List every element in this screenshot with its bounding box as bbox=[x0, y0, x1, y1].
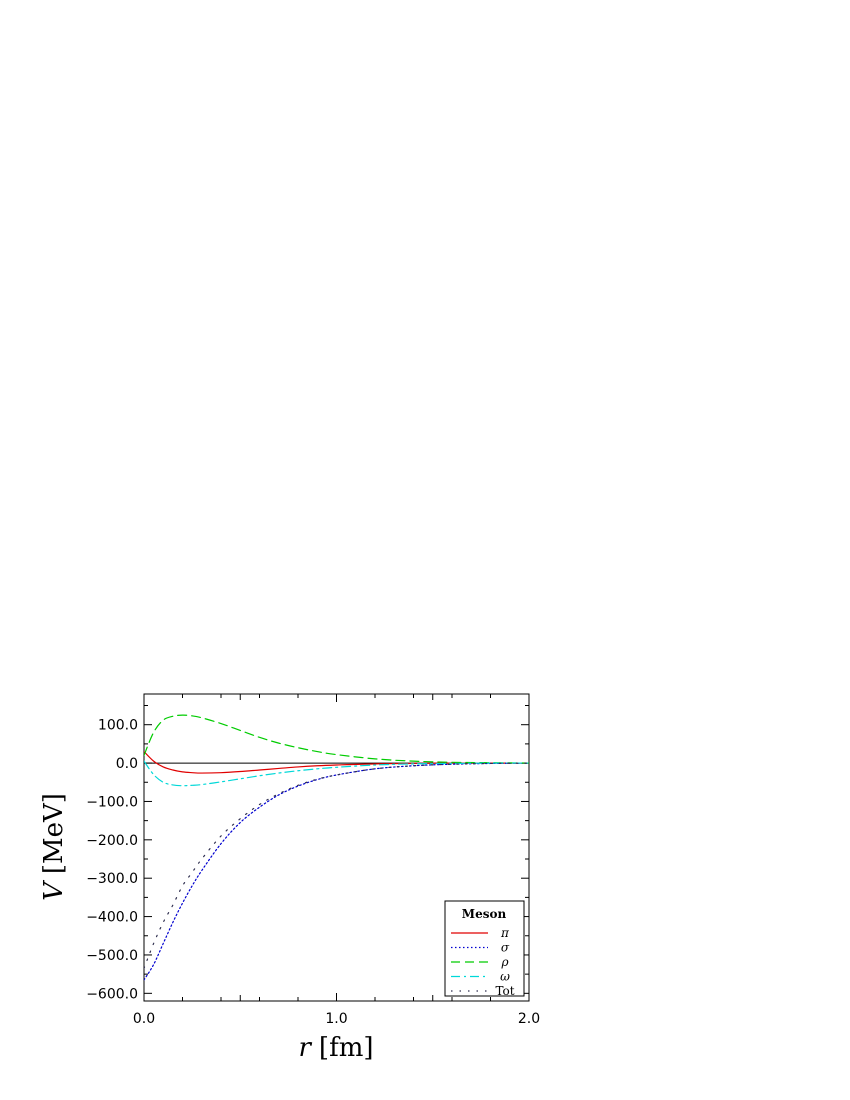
x-axis-variable: r bbox=[298, 1033, 312, 1063]
x-tick-label: 2.0 bbox=[518, 1011, 540, 1027]
y-tick-label: −300.0 bbox=[86, 871, 138, 887]
tick-marks bbox=[143, 694, 530, 1001]
series-line-3 bbox=[144, 760, 529, 787]
y-tick-label: −600.0 bbox=[86, 986, 138, 1002]
x-axis-title: r [fm] bbox=[298, 1033, 373, 1063]
legend-box bbox=[444, 900, 525, 997]
series-line-2 bbox=[144, 714, 529, 764]
legend-label: π bbox=[500, 926, 510, 940]
y-tick-label: −500.0 bbox=[86, 948, 138, 964]
legend-label: ρ bbox=[500, 955, 508, 969]
y-axis-variable: V bbox=[39, 880, 69, 901]
legend-label: σ bbox=[501, 941, 510, 955]
x-tick-label: 0.0 bbox=[133, 1011, 155, 1027]
legend-label: ω bbox=[500, 970, 510, 984]
y-axis-title: V [MeV] bbox=[39, 793, 69, 901]
y-axis-unit: [MeV] bbox=[39, 793, 69, 874]
x-tick-label: 1.0 bbox=[325, 1011, 347, 1027]
y-tick-label: −100.0 bbox=[86, 794, 138, 810]
series-line-4 bbox=[144, 762, 529, 969]
tick-labels: 0.0 1.0 2.0 100.0 0.0 −100.0 −200.0 −300.0 −400.… bbox=[86, 718, 540, 1027]
y-tick-label: 100.0 bbox=[98, 718, 138, 734]
y-tick-label: 0.0 bbox=[116, 756, 138, 772]
legend-title: Meson bbox=[462, 907, 507, 921]
series-line-1 bbox=[144, 762, 529, 981]
y-tick-label: −200.0 bbox=[86, 833, 138, 849]
series-lines bbox=[144, 714, 529, 981]
x-axis-unit: [fm] bbox=[319, 1033, 374, 1063]
legend-label: Tot bbox=[495, 984, 514, 998]
y-tick-label: −400.0 bbox=[86, 910, 138, 926]
